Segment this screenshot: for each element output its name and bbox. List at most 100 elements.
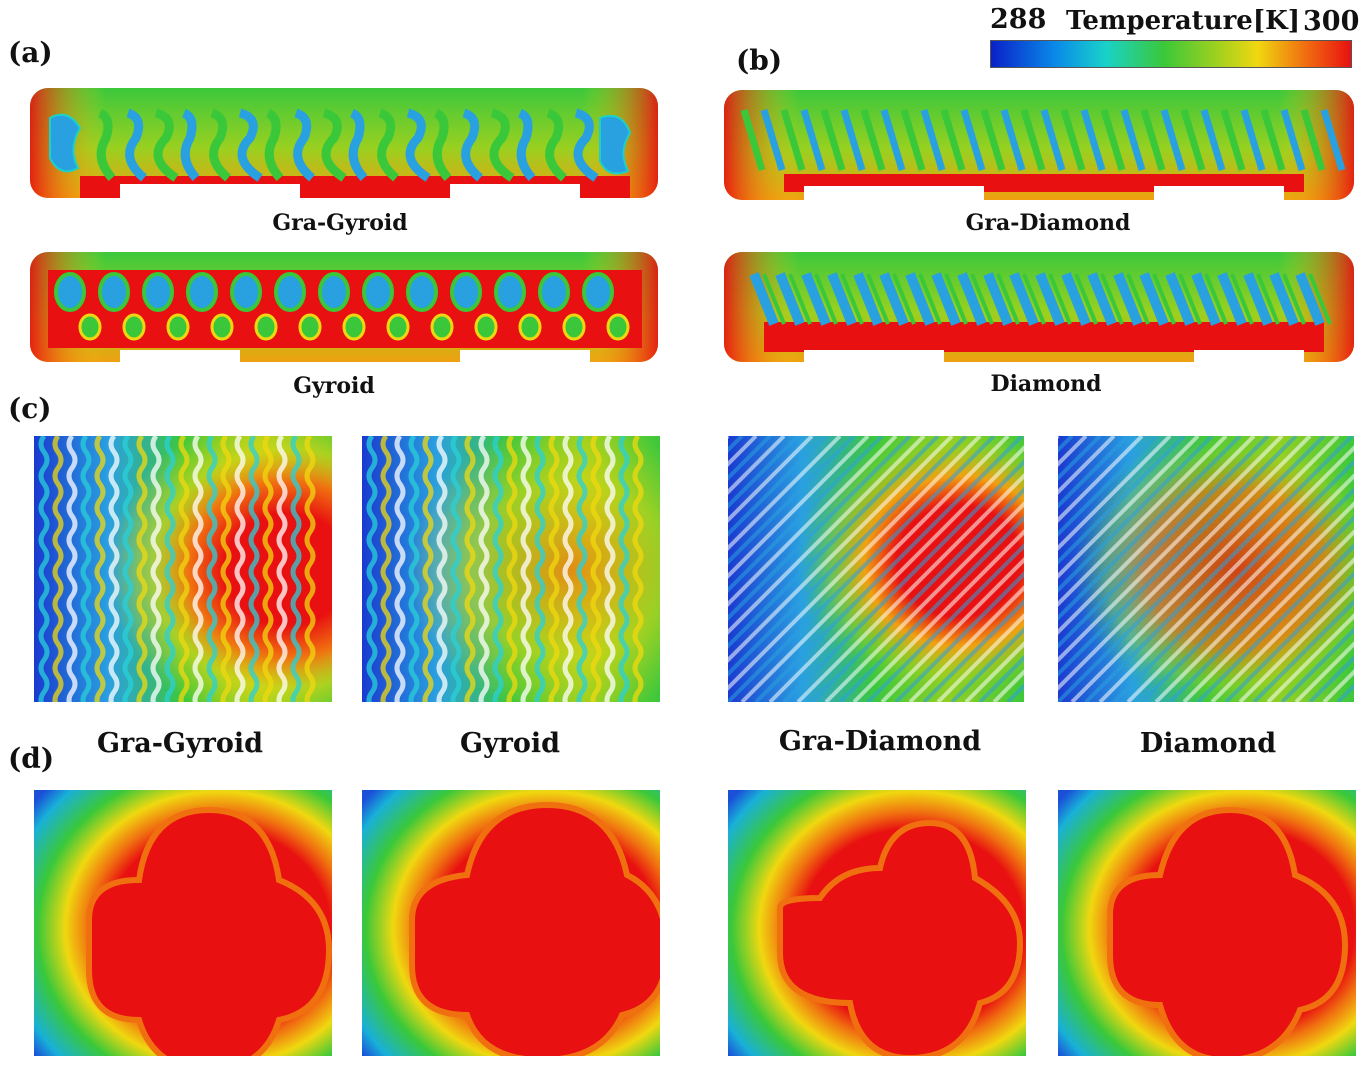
diamond-line (866, 543, 1024, 702)
diamond-strut (1061, 272, 1091, 326)
diamond-strut (860, 108, 886, 172)
diamond-line (1126, 473, 1354, 702)
diamond-line (1098, 445, 1354, 702)
d-diamond-field (1058, 790, 1356, 1056)
diamond-strut (880, 108, 906, 172)
gyroid-strut (386, 313, 410, 341)
gyroid-strut (237, 108, 263, 182)
diamond-line (1058, 436, 1200, 579)
caption-c-2: Gyroid (459, 728, 561, 759)
diamond-strut (1256, 273, 1280, 325)
gyroid-strut (432, 108, 452, 182)
gyroid-strut (474, 313, 498, 341)
diamond-line (908, 585, 1024, 702)
diamond-strut (1060, 108, 1086, 172)
diamond-strut (1022, 273, 1046, 325)
diamond-line (796, 473, 1024, 702)
diamond-strut (1243, 272, 1273, 326)
diamond-line (1224, 571, 1354, 702)
gyroid-strut (545, 108, 568, 182)
diamond-cross-section (724, 252, 1354, 362)
diamond-strut (1100, 108, 1126, 172)
diamond-strut (1048, 273, 1072, 325)
diamond-line (922, 599, 1024, 702)
gyroid-wave (94, 436, 106, 702)
diamond-strut (1020, 108, 1046, 172)
gyroid-strut (606, 313, 630, 341)
gyroid-strut (362, 272, 394, 312)
gyroid-wave (52, 436, 64, 702)
diamond-strut (780, 108, 806, 172)
c-gyroid-field (362, 436, 660, 702)
gyroid-wave (548, 436, 560, 702)
gyroid-wave (122, 436, 134, 702)
diamond-strut (1035, 272, 1065, 326)
d-gra-diamond-field (728, 790, 1026, 1056)
gyroid-strut (405, 108, 431, 182)
gyroid-wave (66, 436, 78, 702)
diamond-line (1280, 627, 1354, 702)
gyroid-strut (430, 313, 454, 341)
gyroid-wave (562, 436, 574, 702)
c-diamond-field (1058, 436, 1354, 702)
diamond-line (1058, 436, 1242, 621)
diamond-strut (1087, 272, 1117, 326)
gyroid-wave (290, 436, 302, 702)
gyroid-wave (192, 436, 204, 702)
diamond-line (838, 515, 1024, 702)
diamond-strut (1074, 273, 1098, 325)
diamond-strut (1280, 108, 1306, 172)
diamond-line (894, 571, 1024, 702)
c-gra-gyroid-field (34, 436, 332, 702)
gyroid-cross-section (30, 252, 658, 362)
diamond-strut (1230, 273, 1254, 325)
gyroid-wave (506, 436, 518, 702)
diamond-strut (814, 273, 838, 325)
gyroid-wave (520, 436, 532, 702)
diamond-strut (1080, 108, 1106, 172)
diamond-strut (1200, 108, 1226, 172)
diamond-line (1058, 436, 1172, 551)
diamond-strut (970, 273, 994, 325)
diamond-line (1058, 436, 1186, 565)
diamond-line (1266, 613, 1354, 702)
c-gra-diamond-field (728, 436, 1024, 702)
diamond-line (1058, 436, 1158, 537)
diamond-line (728, 436, 912, 621)
diamond-line (964, 641, 1024, 702)
diamond-strut (957, 272, 987, 326)
gyroid-strut (489, 108, 515, 182)
caption-c-3: Gra-Diamond (778, 726, 982, 757)
diamond-line (950, 627, 1024, 702)
diamond-strut (801, 272, 831, 326)
diamond-strut (1204, 273, 1228, 325)
diamond-line (1252, 599, 1354, 702)
temperature-colorbar (990, 40, 1352, 68)
gyroid-strut (348, 108, 368, 182)
diamond-strut (1100, 273, 1124, 325)
diamond-strut (1040, 108, 1066, 172)
diamond-line (728, 436, 996, 702)
gyroid-wave (464, 436, 476, 702)
caption-c-4: Diamond (1139, 728, 1277, 759)
gyroid-wave (534, 436, 546, 702)
gyroid-wave (262, 436, 274, 702)
panel-label-b: (b) (736, 44, 783, 77)
gyroid-wave (632, 436, 644, 702)
diamond-line (1058, 436, 1228, 607)
diamond-strut (788, 273, 812, 325)
gyroid-strut (254, 313, 278, 341)
diamond-line (728, 436, 800, 509)
diamond-strut (800, 108, 826, 172)
gyroid-strut (293, 108, 316, 182)
gyroid-strut (573, 108, 599, 182)
gyroid-wave (178, 436, 190, 702)
diamond-strut (1160, 108, 1186, 172)
diamond-strut (1113, 272, 1143, 326)
gyroid-strut (122, 313, 146, 341)
gyroid-strut (54, 272, 86, 312)
gyroid-wave (220, 436, 232, 702)
caption-b-bottom: Diamond (990, 371, 1102, 397)
diamond-strut (1140, 108, 1166, 172)
legend-max-label: 300 (1303, 6, 1360, 37)
